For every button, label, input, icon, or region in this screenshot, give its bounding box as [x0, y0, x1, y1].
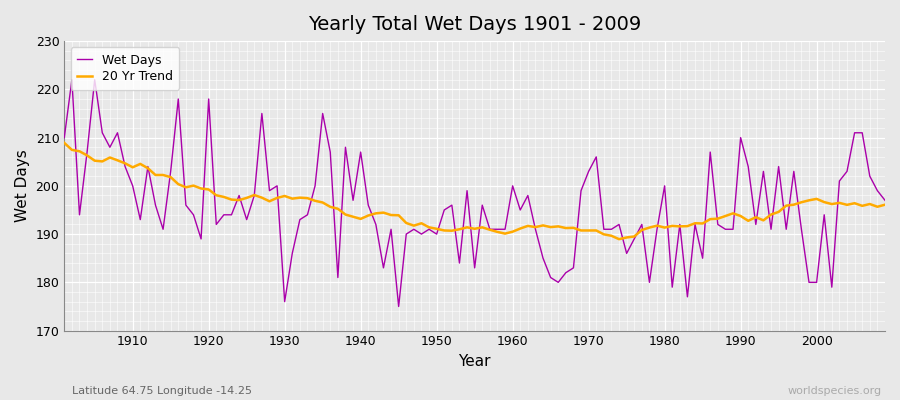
Wet Days — [879, 198, 890, 203]
Wet Days — [58, 135, 69, 140]
Wet Days — [340, 145, 351, 150]
Wet Days — [515, 208, 526, 212]
20 Yr Trend — [879, 202, 890, 207]
Line: 20 Yr Trend: 20 Yr Trend — [64, 143, 885, 239]
Y-axis label: Wet Days: Wet Days — [15, 150, 30, 222]
20 Yr Trend — [58, 140, 69, 145]
Wet Days — [67, 77, 77, 82]
20 Yr Trend — [598, 232, 609, 237]
20 Yr Trend — [287, 196, 298, 201]
Wet Days — [614, 222, 625, 227]
Line: Wet Days: Wet Days — [64, 80, 885, 306]
20 Yr Trend — [614, 237, 625, 242]
20 Yr Trend — [508, 229, 518, 234]
Title: Yearly Total Wet Days 1901 - 2009: Yearly Total Wet Days 1901 - 2009 — [308, 15, 642, 34]
20 Yr Trend — [120, 161, 130, 166]
Text: worldspecies.org: worldspecies.org — [788, 386, 882, 396]
Text: Latitude 64.75 Longitude -14.25: Latitude 64.75 Longitude -14.25 — [72, 386, 252, 396]
X-axis label: Year: Year — [458, 354, 491, 369]
20 Yr Trend — [332, 206, 343, 211]
Legend: Wet Days, 20 Yr Trend: Wet Days, 20 Yr Trend — [70, 47, 179, 90]
Wet Days — [522, 193, 533, 198]
Wet Days — [294, 217, 305, 222]
Wet Days — [393, 304, 404, 309]
Wet Days — [127, 184, 138, 188]
20 Yr Trend — [500, 231, 510, 236]
